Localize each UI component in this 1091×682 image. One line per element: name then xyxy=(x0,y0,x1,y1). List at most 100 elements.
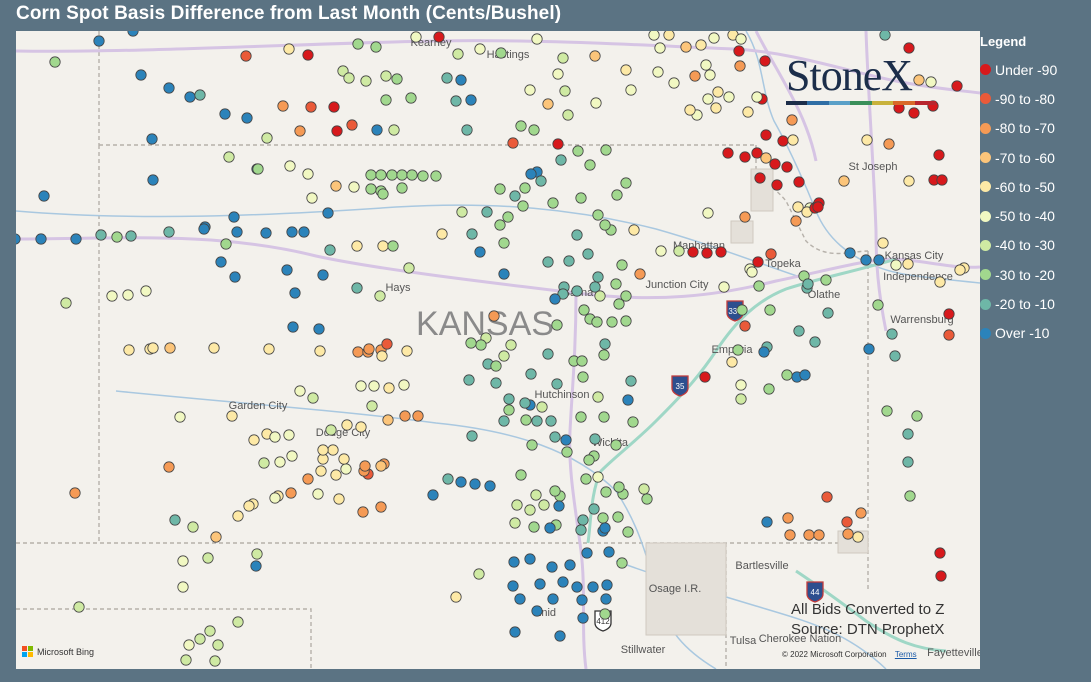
basis-point[interactable] xyxy=(861,134,873,146)
basis-point[interactable] xyxy=(360,75,372,87)
basis-point[interactable] xyxy=(622,394,634,406)
basis-point[interactable] xyxy=(622,526,634,538)
basis-point[interactable] xyxy=(351,282,363,294)
basis-point[interactable] xyxy=(544,522,556,534)
basis-point[interactable] xyxy=(383,382,395,394)
basis-point[interactable] xyxy=(307,392,319,404)
basis-point[interactable] xyxy=(441,72,453,84)
basis-point[interactable] xyxy=(809,336,821,348)
basis-point[interactable] xyxy=(739,211,751,223)
basis-point[interactable] xyxy=(571,285,583,297)
basis-point[interactable] xyxy=(140,285,152,297)
basis-point[interactable] xyxy=(313,323,325,335)
basis-point[interactable] xyxy=(563,255,575,267)
basis-point[interactable] xyxy=(519,397,531,409)
basis-point[interactable] xyxy=(277,100,289,112)
basis-point[interactable] xyxy=(742,106,754,118)
basis-point[interactable] xyxy=(863,343,875,355)
basis-point[interactable] xyxy=(355,421,367,433)
basis-point[interactable] xyxy=(689,70,701,82)
basis-point[interactable] xyxy=(219,108,231,120)
basis-point[interactable] xyxy=(95,229,107,241)
basis-point[interactable] xyxy=(163,82,175,94)
basis-point[interactable] xyxy=(739,320,751,332)
basis-point[interactable] xyxy=(325,424,337,436)
basis-point[interactable] xyxy=(600,144,612,156)
basis-point[interactable] xyxy=(551,378,563,390)
basis-point[interactable] xyxy=(251,548,263,560)
basis-point[interactable] xyxy=(700,59,712,71)
basis-point[interactable] xyxy=(122,289,134,301)
basis-point[interactable] xyxy=(183,639,195,651)
basis-point[interactable] xyxy=(526,439,538,451)
basis-point[interactable] xyxy=(902,258,914,270)
basis-point[interactable] xyxy=(261,132,273,144)
basis-point[interactable] xyxy=(925,76,937,88)
basis-point[interactable] xyxy=(412,410,424,422)
basis-point[interactable] xyxy=(452,48,464,60)
basis-point[interactable] xyxy=(735,33,747,45)
basis-point[interactable] xyxy=(396,169,408,181)
legend-item[interactable]: Under -90 xyxy=(980,55,1091,84)
basis-point[interactable] xyxy=(844,247,856,259)
basis-point[interactable] xyxy=(903,175,915,187)
basis-point[interactable] xyxy=(555,154,567,166)
basis-point[interactable] xyxy=(49,56,61,68)
basis-point[interactable] xyxy=(655,245,667,257)
basis-point[interactable] xyxy=(954,264,966,276)
basis-point[interactable] xyxy=(503,404,515,416)
basis-point[interactable] xyxy=(223,151,235,163)
basis-point[interactable] xyxy=(902,428,914,440)
basis-point[interactable] xyxy=(490,377,502,389)
basis-point[interactable] xyxy=(314,345,326,357)
basis-point[interactable] xyxy=(474,246,486,258)
basis-point[interactable] xyxy=(625,84,637,96)
legend-item[interactable]: -30 to -20 xyxy=(980,260,1091,289)
basis-point[interactable] xyxy=(374,290,386,302)
basis-point[interactable] xyxy=(589,281,601,293)
basis-point[interactable] xyxy=(557,288,569,300)
basis-point[interactable] xyxy=(370,41,382,53)
basis-point[interactable] xyxy=(913,74,925,86)
basis-point[interactable] xyxy=(613,298,625,310)
basis-point[interactable] xyxy=(494,219,506,231)
basis-point[interactable] xyxy=(699,371,711,383)
basis-point[interactable] xyxy=(732,344,744,356)
basis-point[interactable] xyxy=(903,42,915,54)
basis-point[interactable] xyxy=(380,94,392,106)
basis-point[interactable] xyxy=(524,504,536,516)
basis-point[interactable] xyxy=(611,189,623,201)
basis-point[interactable] xyxy=(822,307,834,319)
basis-point[interactable] xyxy=(763,383,775,395)
basis-point[interactable] xyxy=(702,93,714,105)
basis-point[interactable] xyxy=(287,321,299,333)
basis-point[interactable] xyxy=(231,226,243,238)
basis-point[interactable] xyxy=(723,91,735,103)
basis-point[interactable] xyxy=(531,33,543,45)
basis-point[interactable] xyxy=(147,174,159,186)
basis-point[interactable] xyxy=(351,240,363,252)
basis-point[interactable] xyxy=(599,522,611,534)
basis-point[interactable] xyxy=(302,473,314,485)
basis-point[interactable] xyxy=(701,247,713,259)
basis-point[interactable] xyxy=(598,411,610,423)
basis-point[interactable] xyxy=(498,268,510,280)
basis-point[interactable] xyxy=(872,299,884,311)
basis-point[interactable] xyxy=(284,160,296,172)
basis-point[interactable] xyxy=(803,529,815,541)
basis-point[interactable] xyxy=(777,135,789,147)
basis-point[interactable] xyxy=(375,460,387,472)
basis-point[interactable] xyxy=(473,568,485,580)
basis-point[interactable] xyxy=(576,355,588,367)
basis-point[interactable] xyxy=(589,433,601,445)
basis-point[interactable] xyxy=(751,91,763,103)
basis-point[interactable] xyxy=(733,45,745,57)
basis-point[interactable] xyxy=(352,38,364,50)
basis-point[interactable] xyxy=(571,229,583,241)
basis-point[interactable] xyxy=(380,70,392,82)
basis-point[interactable] xyxy=(838,175,850,187)
basis-point[interactable] xyxy=(572,145,584,157)
basis-point[interactable] xyxy=(503,393,515,405)
basis-point[interactable] xyxy=(164,342,176,354)
